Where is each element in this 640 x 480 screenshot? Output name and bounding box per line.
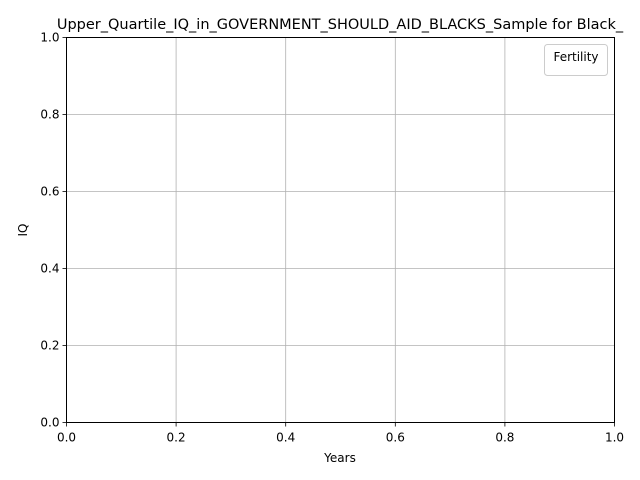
y-tick-label: 0.6 [40, 185, 59, 199]
y-tick-label: 0.8 [40, 108, 59, 122]
y-tick-label: 0.2 [40, 339, 59, 353]
y-tick-label: 0.0 [40, 416, 59, 430]
y-axis: 0.0 0.2 0.4 0.6 0.8 1.0 [40, 31, 67, 430]
x-tick-label: 0.6 [386, 431, 405, 445]
x-axis-label: Years [323, 451, 356, 465]
x-tick-label: 0.2 [167, 431, 186, 445]
y-tick-label: 1.0 [40, 31, 59, 45]
y-tick-label: 0.4 [40, 262, 59, 276]
plot-frame [66, 37, 615, 423]
chart-title: Upper_Quartile_IQ_in_GOVERNMENT_SHOULD_A… [57, 17, 624, 33]
x-tick-label: 0.8 [495, 431, 514, 445]
x-tick-label: 1.0 [605, 431, 624, 445]
legend-box [544, 44, 608, 76]
x-axis: 0.0 0.2 0.4 0.6 0.8 1.0 [57, 422, 624, 445]
legend-title: Fertility [553, 50, 598, 64]
legend: Fertility [544, 44, 608, 76]
grid [66, 37, 615, 423]
x-tick-label: 0.4 [276, 431, 295, 445]
y-axis-label: IQ [16, 224, 30, 237]
x-tick-label: 0.0 [57, 431, 76, 445]
